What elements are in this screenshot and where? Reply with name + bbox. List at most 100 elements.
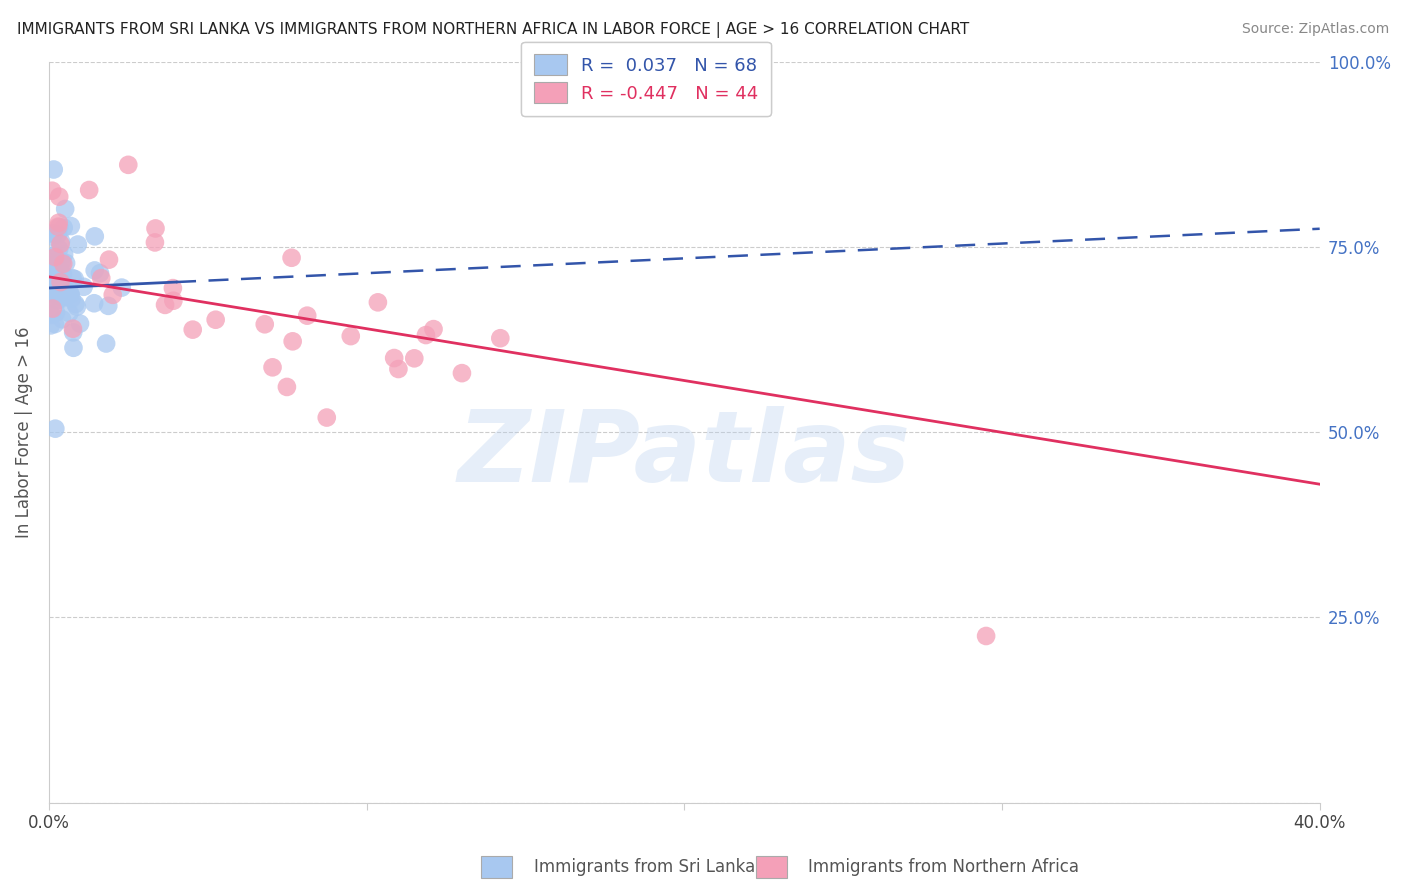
Point [49,275,72,289]
Point [63,272,86,286]
Point [51,312,73,326]
Point [97,299,120,313]
Point [46,265,69,279]
Point [89,266,111,280]
Point [83,296,105,310]
Point [42,229,65,244]
Point [42,227,65,242]
Point [253,318,276,332]
Point [295,309,318,323]
Point [46,219,69,234]
Point [41,308,63,322]
Point [262,360,284,375]
Point [48,220,70,235]
Text: ZIPatlas: ZIPatlas [458,406,911,503]
Point [153,298,176,312]
Point [62,322,84,336]
Point [69,317,91,331]
Point [46,227,69,242]
Point [51,255,73,269]
Point [145,221,167,235]
Text: IMMIGRANTS FROM SRI LANKA VS IMMIGRANTS FROM NORTHERN AFRICA IN LABOR FORCE | AG: IMMIGRANTS FROM SRI LANKA VS IMMIGRANTS … [17,22,969,38]
Point [51,254,73,268]
Point [39,286,62,301]
Point [53,247,76,261]
Point [39,318,62,333]
Point [52,267,75,281]
Point [44,317,66,331]
Point [204,312,226,326]
Point [162,293,184,308]
Point [55,256,77,270]
Point [162,281,184,295]
Point [62,326,84,340]
Legend: R =  0.037   N = 68, R = -0.447   N = 44: R = 0.037 N = 68, R = -0.447 N = 44 [522,42,770,116]
Point [39,290,62,304]
Point [62,271,84,285]
Point [52,257,75,271]
Point [52,284,75,298]
Y-axis label: In Labor Force | Age > 16: In Labor Force | Age > 16 [15,326,32,538]
Point [48,216,70,230]
Point [39,280,62,294]
Point [49,288,72,302]
Point [58,306,80,320]
Point [49,236,72,251]
Point [52,220,75,235]
Point [39,252,62,267]
Point [39,307,62,321]
Point [422,322,444,336]
Point [59,287,82,301]
Point [59,287,82,301]
Text: Immigrants from Northern Africa: Immigrants from Northern Africa [808,858,1080,876]
Point [94,336,117,351]
Point [39,259,62,273]
Point [48,189,70,203]
Point [83,263,105,277]
Point [181,323,204,337]
Point [404,351,426,366]
Point [66,300,89,314]
Point [46,277,69,292]
Point [42,255,65,269]
Point [65,297,87,311]
Point [451,366,474,380]
Point [83,229,105,244]
Point [143,235,166,250]
Point [77,183,100,197]
Point [44,250,66,264]
Point [339,329,361,343]
Point [52,277,75,291]
Point [46,293,69,307]
Point [90,271,112,285]
Point [42,301,65,316]
Point [489,331,512,345]
Text: Immigrants from Sri Lanka: Immigrants from Sri Lanka [534,858,755,876]
Point [44,274,66,288]
Point [46,259,69,273]
Point [51,290,73,304]
Point [382,351,405,365]
Point [367,295,389,310]
Point [48,293,70,307]
Point [49,289,72,303]
Point [111,280,134,294]
Point [60,292,83,306]
Point [45,279,67,293]
Point [276,380,298,394]
Point [42,227,65,241]
Point [44,248,66,262]
Point [974,629,997,643]
Point [55,284,77,298]
Point [42,273,65,287]
Point [62,341,84,355]
Point [387,362,409,376]
Point [48,261,70,276]
Point [72,280,94,294]
Point [98,252,121,267]
Point [53,202,76,216]
Point [59,219,82,233]
Point [49,264,72,278]
Point [280,251,302,265]
Point [42,162,65,177]
